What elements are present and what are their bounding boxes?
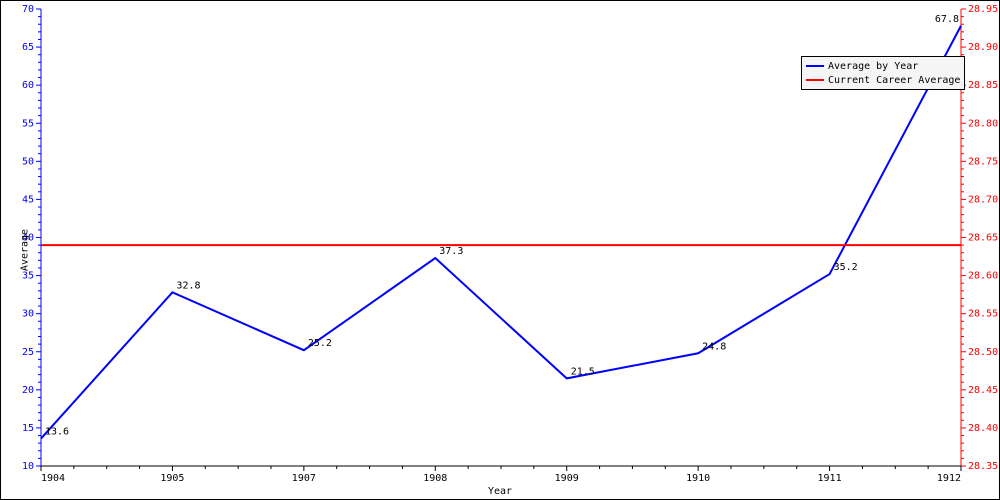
svg-text:55: 55 <box>22 118 34 129</box>
svg-text:28.50: 28.50 <box>968 347 998 358</box>
svg-text:1907: 1907 <box>292 473 316 484</box>
data-point-label: 37.3 <box>439 246 463 257</box>
data-point-label: 25.2 <box>308 338 332 349</box>
svg-text:1905: 1905 <box>160 473 184 484</box>
svg-text:28.80: 28.80 <box>968 118 998 129</box>
svg-text:1908: 1908 <box>423 473 447 484</box>
svg-text:28.75: 28.75 <box>968 156 998 167</box>
svg-text:1911: 1911 <box>818 473 842 484</box>
svg-text:28.60: 28.60 <box>968 271 998 282</box>
data-point-label: 67.8 <box>935 14 959 25</box>
svg-text:28.35: 28.35 <box>968 461 998 472</box>
svg-text:1912: 1912 <box>937 473 961 484</box>
x-axis-title: Year <box>488 486 512 497</box>
data-point-label: 13.6 <box>45 427 69 438</box>
svg-text:50: 50 <box>22 156 34 167</box>
svg-text:45: 45 <box>22 194 34 205</box>
y-left-axis-title: Average <box>20 229 31 271</box>
svg-text:25: 25 <box>22 347 34 358</box>
svg-text:10: 10 <box>22 461 34 472</box>
svg-text:28.70: 28.70 <box>968 194 998 205</box>
svg-text:65: 65 <box>22 42 34 53</box>
legend-label: Current Career Average <box>828 75 960 86</box>
data-point-label: 24.8 <box>702 341 726 352</box>
legend: Average by Year Current Career Average <box>801 56 965 90</box>
data-point-label: 32.8 <box>176 280 200 291</box>
svg-text:70: 70 <box>22 4 34 15</box>
legend-label: Average by Year <box>828 61 918 72</box>
chart-container: 1015202530354045505560657028.3528.4028.4… <box>0 0 1000 500</box>
svg-text:1904: 1904 <box>41 473 65 484</box>
svg-text:28.55: 28.55 <box>968 309 998 320</box>
svg-text:35: 35 <box>22 271 34 282</box>
svg-text:60: 60 <box>22 80 34 91</box>
legend-swatch <box>806 65 824 67</box>
svg-text:28.45: 28.45 <box>968 385 998 396</box>
svg-text:15: 15 <box>22 423 34 434</box>
svg-text:1910: 1910 <box>686 473 710 484</box>
svg-text:28.90: 28.90 <box>968 42 998 53</box>
svg-text:28.65: 28.65 <box>968 233 998 244</box>
legend-item: Average by Year <box>806 59 960 73</box>
data-point-label: 35.2 <box>834 262 858 273</box>
legend-item: Current Career Average <box>806 73 960 87</box>
legend-swatch <box>806 79 824 81</box>
svg-text:30: 30 <box>22 309 34 320</box>
svg-text:28.95: 28.95 <box>968 4 998 15</box>
svg-text:28.85: 28.85 <box>968 80 998 91</box>
data-point-label: 21.5 <box>571 366 595 377</box>
svg-text:28.40: 28.40 <box>968 423 998 434</box>
svg-text:20: 20 <box>22 385 34 396</box>
svg-text:1909: 1909 <box>555 473 579 484</box>
